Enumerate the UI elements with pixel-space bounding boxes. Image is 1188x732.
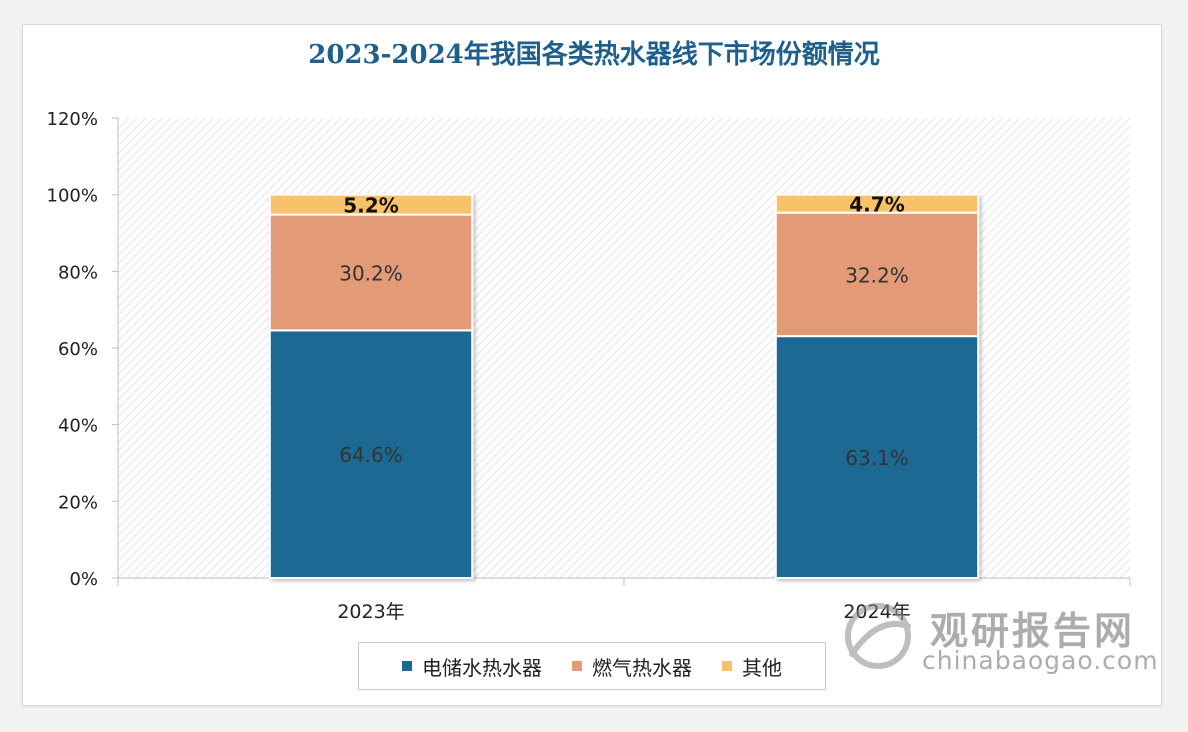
legend-swatch-gas — [572, 661, 582, 671]
watermark-logo-icon — [845, 603, 911, 669]
data-label: 4.7% — [849, 193, 904, 217]
legend-item-gas: 燃气热水器 — [572, 652, 692, 681]
data-label: 5.2% — [343, 194, 398, 218]
y-tick-label: 60% — [58, 339, 98, 360]
y-tick-label: 120% — [47, 109, 98, 130]
stacked-bar-chart: 0% 20% 40% 60% 80% 100% 120% 2023年 2024年 64.6% 3… — [47, 109, 1131, 623]
legend-label-other: 其他 — [742, 655, 782, 680]
y-tick-label: 80% — [58, 262, 98, 283]
data-label: 30.2% — [339, 261, 403, 285]
legend: 电储水热水器 燃气热水器 其他 — [358, 642, 826, 690]
bar-stack — [268, 193, 474, 579]
bar-stack — [774, 193, 980, 579]
y-tick-label: 100% — [47, 186, 98, 207]
bars: 64.6% 30.2% 5.2% 63.1% 32.2% 4.7% — [268, 193, 980, 579]
x-tick-label: 2024年 — [843, 601, 910, 623]
watermark: 观研报告网 chinabaogao.com — [838, 596, 1158, 676]
chart-title: 2023-2024年我国各类热水器线下市场份额情况 — [308, 40, 880, 70]
bar-segment — [268, 193, 474, 216]
x-tick-label: 2023年 — [337, 601, 404, 623]
legend-swatch-other — [722, 661, 732, 671]
bar-segment — [774, 193, 980, 214]
data-label: 63.1% — [845, 446, 909, 470]
legend-label-gas: 燃气热水器 — [592, 655, 692, 680]
y-tick-label: 0% — [69, 569, 98, 590]
legend-label-electric: 电储水热水器 — [422, 655, 542, 680]
bar-segment — [774, 211, 980, 338]
legend-swatch-electric — [402, 661, 412, 671]
bar-segment — [268, 213, 474, 332]
y-axis: 0% 20% 40% 60% 80% 100% 120% — [47, 109, 119, 590]
data-label: 32.2% — [845, 263, 909, 287]
bar-segment — [774, 335, 980, 579]
y-tick-label: 20% — [58, 492, 98, 513]
data-label: 64.6% — [339, 443, 403, 467]
legend-item-other: 其他 — [722, 652, 782, 681]
bar-segment — [268, 329, 474, 579]
legend-item-electric: 电储水热水器 — [402, 652, 542, 681]
watermark-name: 观研报告网 — [930, 609, 1136, 653]
x-axis: 2023年 2024年 — [117, 577, 1131, 623]
watermark-url: chinabaogao.com — [922, 646, 1159, 675]
y-tick-label: 40% — [58, 416, 98, 437]
